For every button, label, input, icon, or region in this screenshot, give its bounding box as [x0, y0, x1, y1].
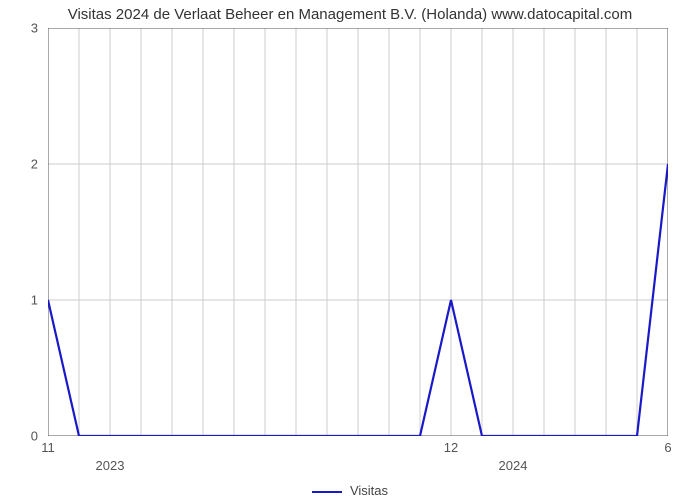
- plot-area: [48, 28, 668, 436]
- xtick-year-label: 2023: [96, 458, 125, 473]
- xtick-label: 11: [41, 440, 55, 455]
- ytick-label: 3: [0, 21, 38, 36]
- chart-container: Visitas 2024 de Verlaat Beheer en Manage…: [0, 0, 700, 500]
- legend-swatch: [312, 491, 342, 493]
- ytick-label: 2: [0, 157, 38, 172]
- ytick-label: 1: [0, 293, 38, 308]
- xtick-label: 12: [444, 440, 458, 455]
- xtick-year-label: 2024: [499, 458, 528, 473]
- xtick-label: 6: [664, 440, 671, 455]
- legend-label: Visitas: [350, 483, 388, 498]
- ytick-label: 0: [0, 429, 38, 444]
- legend: Visitas: [0, 483, 700, 498]
- chart-title: Visitas 2024 de Verlaat Beheer en Manage…: [0, 6, 700, 23]
